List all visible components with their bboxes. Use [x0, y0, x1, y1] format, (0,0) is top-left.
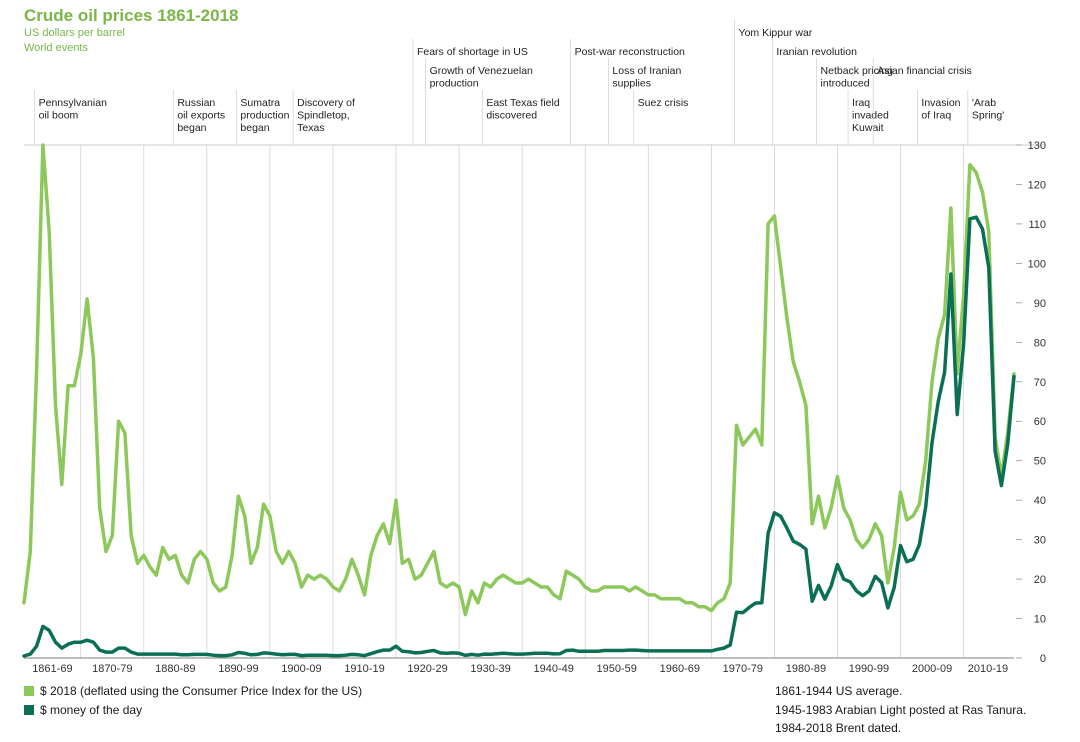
- events-label: World events: [24, 42, 88, 54]
- legend-swatch-nominal: [24, 705, 34, 715]
- x-tick-label: 2000-09: [912, 663, 952, 675]
- event-label: Suez crisis: [638, 97, 689, 109]
- x-tick-label: 1940-49: [533, 663, 573, 675]
- x-tick-label: 1990-99: [849, 663, 889, 675]
- x-tick-label: 1880-89: [155, 663, 195, 675]
- y-tick-label: 30: [1034, 535, 1046, 547]
- x-tick-label: 1920-29: [407, 663, 447, 675]
- x-tick-label: 1980-89: [786, 663, 826, 675]
- x-tick-label: 1861-69: [32, 663, 72, 675]
- chart-title: Crude oil prices 1861-2018: [24, 6, 239, 25]
- legend-swatch-real: [24, 686, 34, 696]
- event-label: Invasion of Iraq: [921, 97, 960, 122]
- y-tick-label: 130: [1028, 140, 1046, 152]
- x-tick-label: 1950-59: [597, 663, 637, 675]
- x-tick-label: 1930-39: [470, 663, 510, 675]
- event-label: Fears of shortage in US: [417, 46, 528, 58]
- chart-subtitle: US dollars per barrel: [24, 27, 125, 39]
- legend-label-real: $ 2018 (deflated using the Consumer Pric…: [40, 684, 363, 698]
- x-tick-label: 1970-79: [723, 663, 763, 675]
- y-tick-label: 120: [1028, 179, 1046, 191]
- event-label: 'Arab Spring': [972, 97, 1004, 122]
- oil-price-chart: 0 10 20 30 40 50 60 70 80 90 100 110 120 130 1861-69 18…: [22, 20, 1046, 675]
- legend-item-real: $ 2018 (deflated using the Consumer Pric…: [24, 684, 362, 698]
- event-label: Pennsylvanian oil boom: [39, 97, 107, 122]
- legend-label-nominal: $ money of the day: [40, 703, 143, 717]
- event-label: Post-war reconstruction: [575, 46, 685, 58]
- source-note-2: 1945-1983 Arabian Light posted at Ras Ta…: [775, 703, 1027, 717]
- x-tick-label: 1890-99: [218, 663, 258, 675]
- series-line-nominal: [22, 215, 1016, 658]
- series-line-real: [22, 143, 1016, 617]
- x-tick-label: 1870-79: [92, 663, 132, 675]
- y-tick-label: 100: [1028, 258, 1046, 270]
- event-label: Netback pricing introduced: [821, 65, 894, 90]
- x-tick-label: 1910-19: [344, 663, 384, 675]
- y-tick-label: 70: [1034, 377, 1046, 389]
- y-tick-label: 10: [1034, 614, 1046, 626]
- source-note-3: 1984-2018 Brent dated.: [775, 721, 902, 735]
- event-label: Asian financial crisis: [877, 65, 972, 77]
- event-label: Iranian revolution: [776, 46, 857, 58]
- y-tick-label: 110: [1028, 219, 1046, 231]
- y-tick-label: 0: [1040, 653, 1046, 665]
- event-label: Sumatra production began: [240, 97, 289, 134]
- event-label: East Texas field discovered: [486, 97, 560, 122]
- event-label: Growth of Venezuelan production: [430, 65, 533, 90]
- x-tick-label: 1960-69: [660, 663, 700, 675]
- event-label: Discovery of Spindletop, Texas: [297, 97, 355, 134]
- y-tick-label: 60: [1034, 416, 1046, 428]
- source-note-1: 1861-1944 US average.: [775, 684, 903, 698]
- event-label: Iraq invaded Kuwait: [852, 97, 889, 134]
- event-label: Yom Kippur war: [739, 27, 813, 39]
- x-tick-label: 2010-19: [968, 663, 1008, 675]
- y-tick-label: 50: [1034, 456, 1046, 468]
- legend-item-nominal: $ money of the day: [24, 703, 142, 717]
- y-tick-label: 80: [1034, 337, 1046, 349]
- event-label: Loss of Iranian supplies: [612, 65, 681, 90]
- y-tick-label: 90: [1034, 298, 1046, 310]
- x-tick-label: 1900-09: [281, 663, 321, 675]
- y-tick-label: 20: [1034, 574, 1046, 586]
- y-tick-label: 40: [1034, 495, 1046, 507]
- event-label: Russian oil exports began: [177, 97, 225, 134]
